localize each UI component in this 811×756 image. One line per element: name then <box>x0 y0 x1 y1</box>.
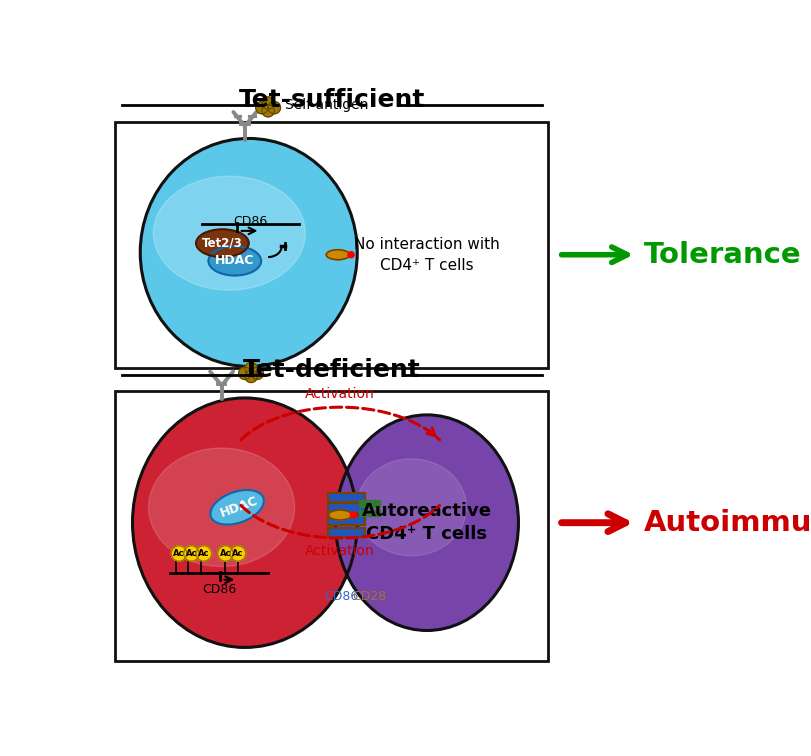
Text: CD86: CD86 <box>324 590 358 603</box>
FancyBboxPatch shape <box>328 528 365 538</box>
Text: CD86: CD86 <box>202 583 236 596</box>
Circle shape <box>245 363 257 375</box>
Circle shape <box>230 546 246 561</box>
Ellipse shape <box>148 448 294 566</box>
Text: HDAC: HDAC <box>215 254 254 268</box>
Circle shape <box>245 370 257 383</box>
Text: CD28: CD28 <box>352 590 386 603</box>
Ellipse shape <box>195 229 248 257</box>
Circle shape <box>350 512 356 518</box>
Text: Tet-sufficient: Tet-sufficient <box>238 88 424 113</box>
Ellipse shape <box>326 249 349 260</box>
Ellipse shape <box>153 176 305 290</box>
Ellipse shape <box>208 246 261 275</box>
Circle shape <box>251 367 263 380</box>
Text: Autoimmunity: Autoimmunity <box>643 509 811 537</box>
FancyBboxPatch shape <box>358 500 380 507</box>
Circle shape <box>183 546 199 561</box>
Circle shape <box>171 546 187 561</box>
Circle shape <box>255 101 268 114</box>
FancyBboxPatch shape <box>328 493 365 502</box>
Text: No interaction with
CD4⁺ T cells: No interaction with CD4⁺ T cells <box>354 237 500 273</box>
Text: Ac: Ac <box>173 549 185 558</box>
Text: Tolerance: Tolerance <box>643 240 800 268</box>
Text: CD86: CD86 <box>234 215 268 228</box>
Text: Self antigen: Self antigen <box>285 98 368 112</box>
Text: Ac: Ac <box>220 549 231 558</box>
Circle shape <box>195 546 212 561</box>
Text: HDAC: HDAC <box>218 494 260 520</box>
Ellipse shape <box>210 490 264 525</box>
Ellipse shape <box>356 459 466 556</box>
FancyBboxPatch shape <box>328 516 365 525</box>
Text: Tet2/3: Tet2/3 <box>202 237 242 249</box>
FancyBboxPatch shape <box>358 510 380 516</box>
Circle shape <box>217 546 233 561</box>
Text: Ac: Ac <box>198 549 209 558</box>
Text: Activation: Activation <box>305 387 375 401</box>
Ellipse shape <box>335 415 517 631</box>
Circle shape <box>262 97 274 109</box>
Text: Ac: Ac <box>186 549 197 558</box>
Ellipse shape <box>140 138 357 367</box>
Circle shape <box>262 104 274 117</box>
Text: Activation: Activation <box>305 544 375 558</box>
Ellipse shape <box>328 510 351 520</box>
Circle shape <box>268 101 280 114</box>
Circle shape <box>348 252 354 258</box>
Text: Ac: Ac <box>232 549 243 558</box>
Circle shape <box>238 367 251 380</box>
Bar <box>115 122 547 368</box>
Ellipse shape <box>132 398 357 647</box>
Bar <box>115 391 547 661</box>
Text: Tet-deficient: Tet-deficient <box>242 358 420 382</box>
Text: Autoreactive
CD4⁺ T cells: Autoreactive CD4⁺ T cells <box>362 502 491 544</box>
FancyBboxPatch shape <box>328 503 365 513</box>
